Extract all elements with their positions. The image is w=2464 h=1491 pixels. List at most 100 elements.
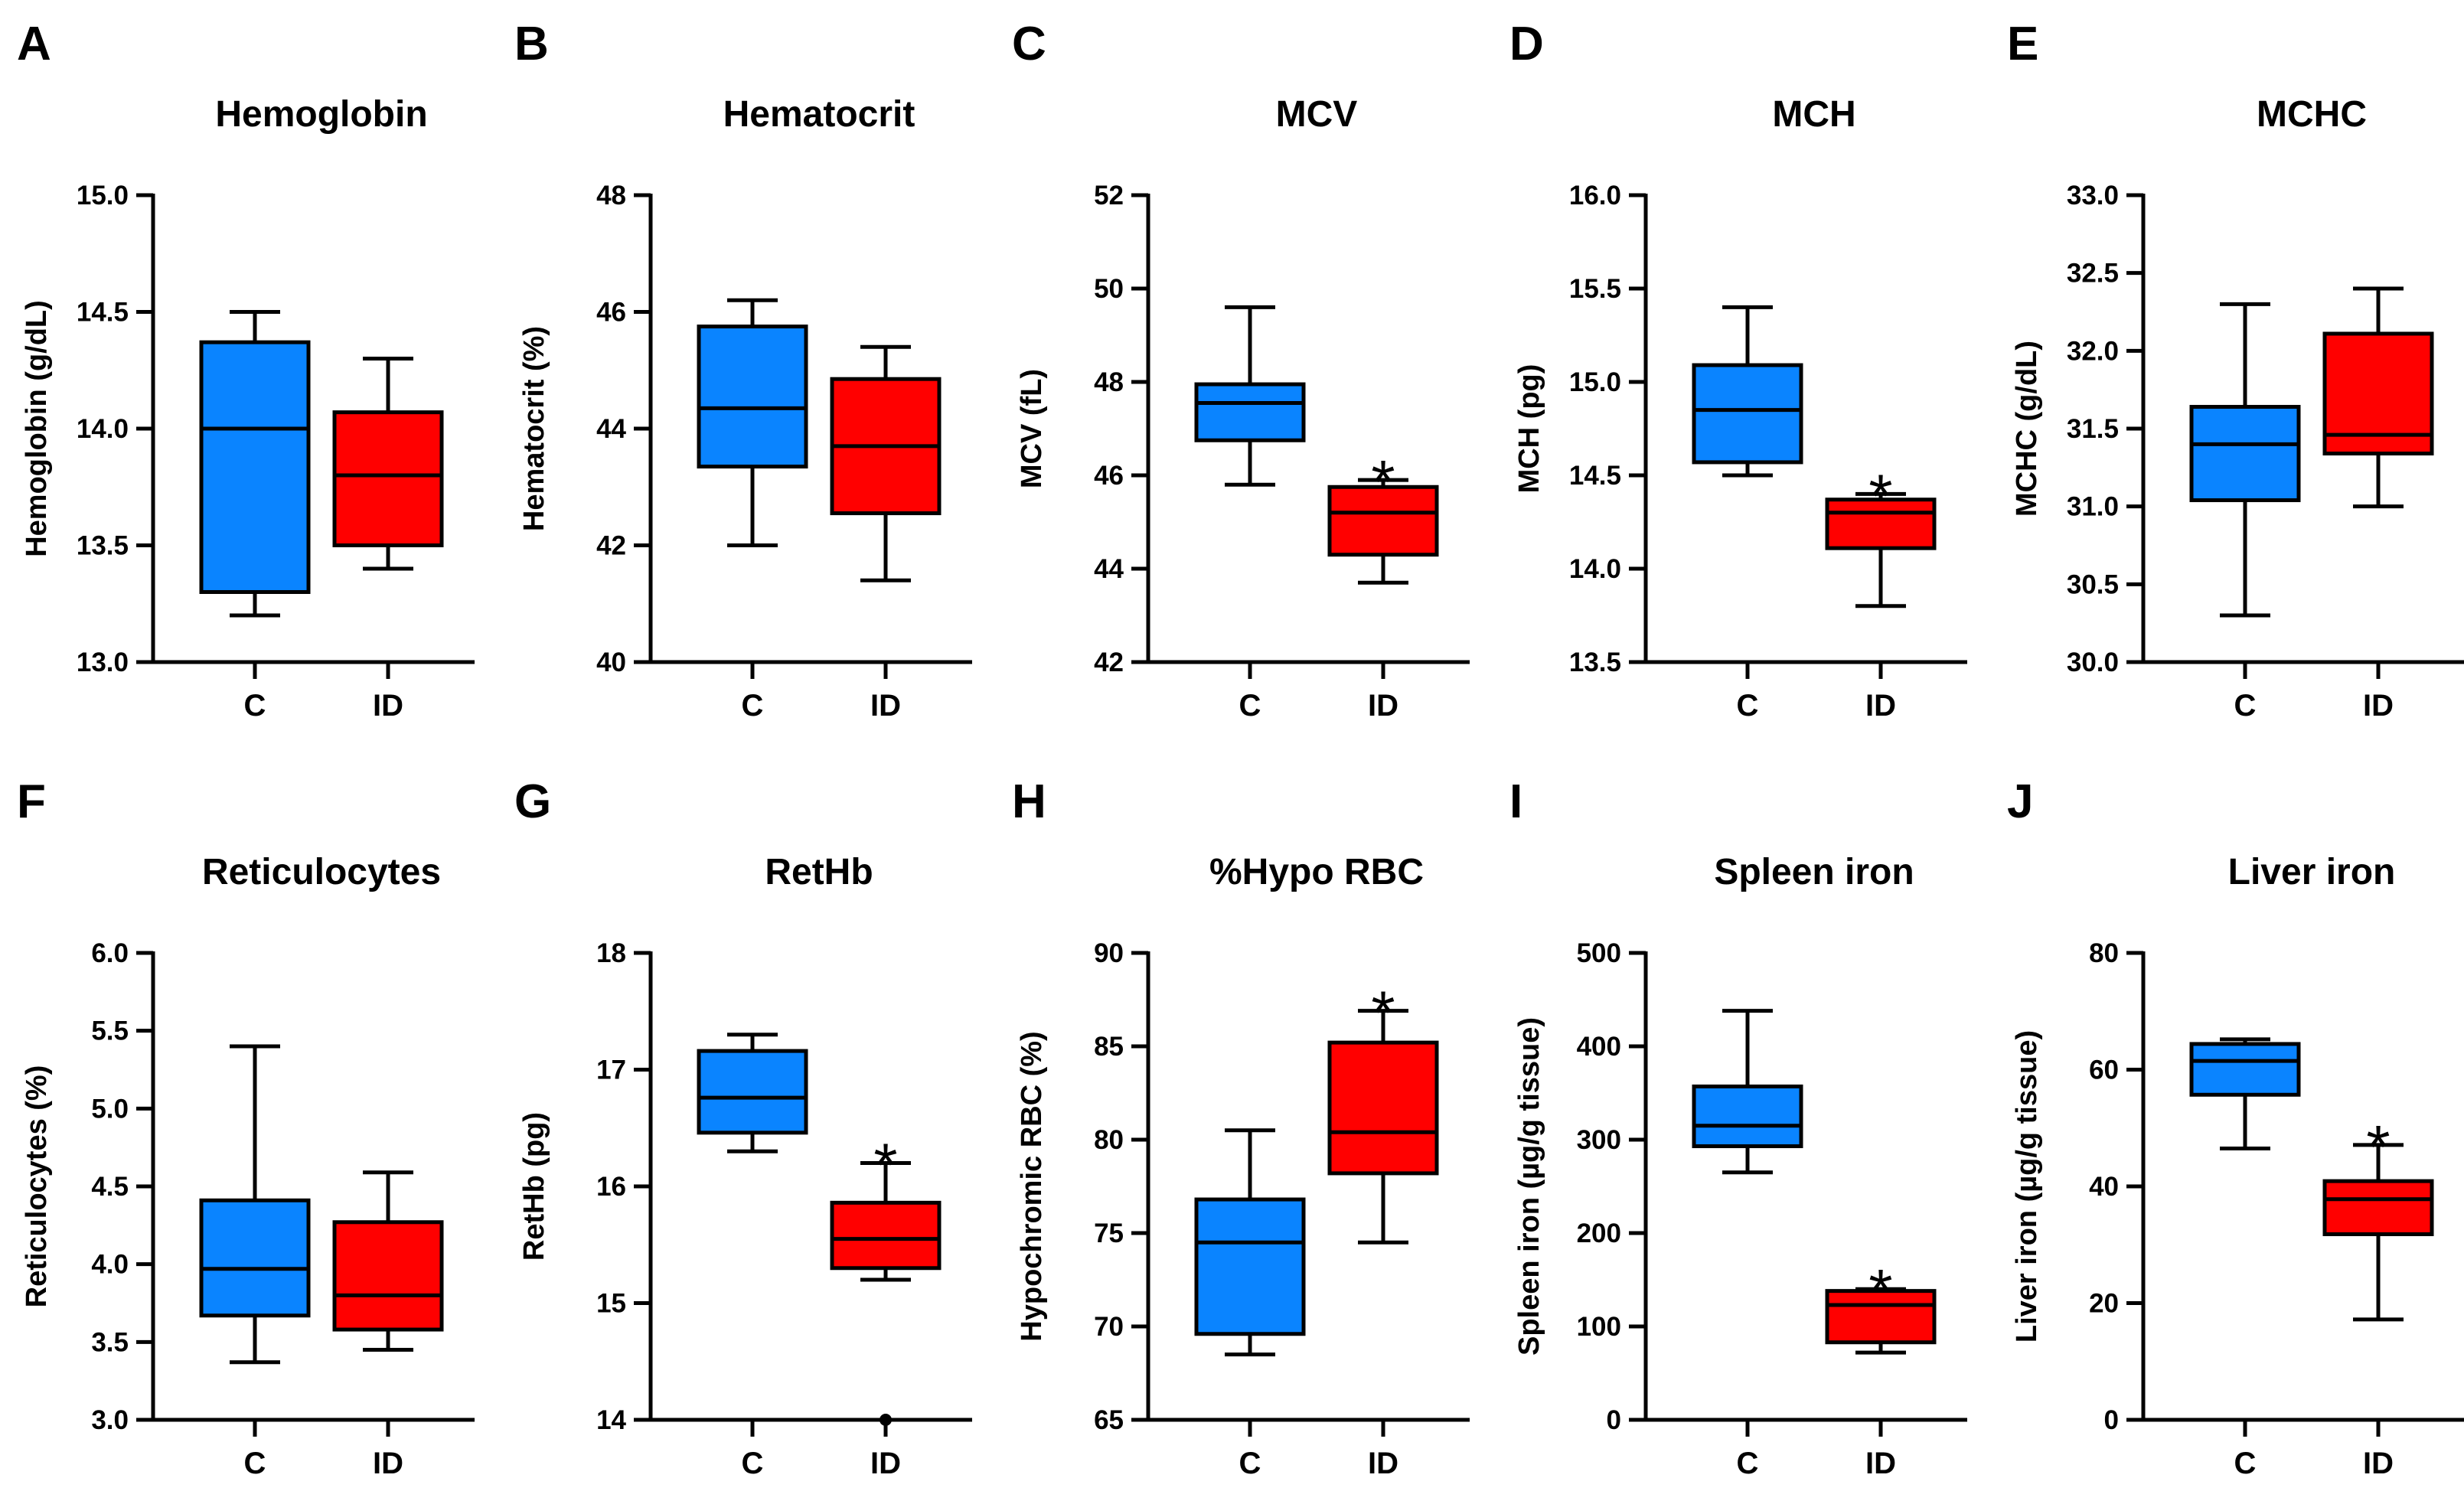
panel-letter: I [1509, 775, 1522, 828]
box-c [1692, 305, 1803, 478]
box-id [332, 1170, 444, 1352]
box-id: * [1825, 462, 1937, 608]
box-c [199, 310, 311, 618]
x-tick-label: ID [870, 689, 901, 723]
x-tick-label: C [1737, 1447, 1759, 1480]
iqr-box [697, 325, 808, 469]
y-tick-label: 3.5 [91, 1327, 129, 1357]
y-tick-label: 80 [1094, 1125, 1124, 1155]
iqr-box [2322, 1179, 2434, 1237]
iqr-box [1825, 498, 1937, 550]
panel-letter: G [514, 775, 551, 828]
iqr-box [1692, 1084, 1803, 1149]
panel-letter: C [1012, 18, 1046, 70]
panel-g: G RetHb RetHb (pg) 14 15 16 17 18 C ID * [514, 775, 972, 1480]
iqr-box [1825, 1289, 1937, 1345]
panel-c: C MCV MCV (fL) 42 44 46 48 50 52 C ID * [1012, 18, 1470, 723]
box-id [830, 344, 942, 582]
panel-letter: J [2007, 775, 2033, 828]
significance-star: * [1868, 1257, 1892, 1325]
x-tick-label: C [244, 1447, 266, 1480]
box-id: * [830, 1131, 942, 1426]
x-tick-label: C [1239, 689, 1261, 723]
x-tick-label: C [2234, 689, 2257, 723]
y-tick-label: 15.0 [77, 181, 129, 210]
box-id: * [2322, 1113, 2434, 1322]
panel-f: F Reticulocytes Reticulocytes (%) 3.0 3.5 4.0… [17, 775, 475, 1480]
y-tick-label: 75 [1094, 1219, 1124, 1248]
x-tick-label: ID [373, 1447, 403, 1480]
iqr-box [2189, 1042, 2301, 1097]
x-tick-label: C [742, 1447, 764, 1480]
iqr-box [697, 1049, 808, 1135]
x-tick-label: ID [373, 689, 403, 723]
y-axis-label: MCH (pg) [1513, 364, 1545, 494]
y-tick-label: 500 [1577, 938, 1621, 968]
y-axis-label: Hypochromic RBC (%) [1016, 1031, 1048, 1341]
significance-star: * [1371, 979, 1395, 1047]
y-tick-label: 32.0 [2067, 336, 2119, 366]
y-tick-label: 4.0 [91, 1250, 129, 1280]
panel-letter: D [1509, 18, 1544, 70]
y-tick-label: 48 [1094, 367, 1124, 397]
box-id [332, 357, 444, 571]
panel-letter: E [2007, 18, 2038, 70]
y-tick-label: 46 [596, 298, 626, 328]
y-tick-label: 13.5 [77, 531, 129, 561]
box-id [2322, 286, 2434, 509]
box-id: * [1327, 979, 1439, 1245]
iqr-box [1194, 1197, 1306, 1336]
box-c [199, 1044, 311, 1365]
y-tick-label: 48 [596, 181, 626, 210]
chart-title: Hemoglobin [215, 94, 427, 135]
y-tick-label: 14.0 [77, 414, 129, 444]
box-id: * [1327, 448, 1439, 585]
chart-title: Reticulocytes [202, 852, 441, 892]
y-axis-label: MCHC (g/dL) [2011, 341, 2043, 517]
y-tick-label: 13.0 [77, 648, 129, 677]
box-c [1194, 1128, 1306, 1357]
y-tick-label: 31.0 [2067, 492, 2119, 522]
y-tick-label: 85 [1094, 1032, 1124, 1062]
y-tick-label: 15.5 [1569, 274, 1621, 304]
box-c [697, 298, 808, 547]
y-tick-label: 42 [596, 531, 626, 561]
y-tick-label: 65 [1094, 1405, 1124, 1435]
panel-b: B Hematocrit Hematocrit (%) 40 42 44 46 48 C ID [514, 18, 972, 723]
y-tick-label: 50 [1094, 274, 1124, 304]
y-tick-label: 31.5 [2067, 414, 2119, 444]
chart-title: Hematocrit [723, 94, 915, 135]
iqr-box [1327, 484, 1439, 557]
chart-title: Spleen iron [1714, 852, 1914, 892]
box-c [2189, 1037, 2301, 1150]
y-tick-label: 17 [596, 1055, 626, 1085]
x-tick-label: C [1239, 1447, 1261, 1480]
iqr-box [1327, 1040, 1439, 1176]
y-axis-label: Spleen iron (µg/g tissue) [1513, 1017, 1545, 1356]
iqr-box [199, 340, 311, 594]
chart-title: RetHb [765, 852, 873, 892]
x-tick-label: C [2234, 1447, 2257, 1480]
box-id: * [1825, 1257, 1937, 1355]
panel-letter: A [17, 18, 51, 70]
y-tick-label: 4.5 [91, 1172, 129, 1202]
box-c [697, 1033, 808, 1153]
iqr-box [332, 1220, 444, 1332]
box-c [1692, 1009, 1803, 1175]
y-tick-label: 5.5 [91, 1016, 129, 1046]
y-tick-label: 14.5 [77, 298, 129, 328]
y-tick-label: 33.0 [2067, 181, 2119, 210]
significance-star: * [1868, 462, 1892, 530]
y-axis-label: Hemoglobin (g/dL) [21, 300, 53, 557]
y-tick-label: 16 [596, 1172, 626, 1202]
y-tick-label: 30.0 [2067, 648, 2119, 677]
panel-letter: H [1012, 775, 1046, 828]
significance-star: * [873, 1131, 897, 1199]
y-tick-label: 15.0 [1569, 367, 1621, 397]
chart-title: MCHC [2257, 94, 2367, 135]
y-tick-label: 40 [2089, 1172, 2119, 1202]
y-axis-label: Hematocrit (%) [518, 326, 550, 531]
panel-e: E MCHC MCHC (g/dL) 30.0 30.5 31.0 31.5 32.0 32.5… [2007, 18, 2464, 723]
y-tick-label: 32.5 [2067, 259, 2119, 289]
x-tick-label: ID [2363, 1447, 2394, 1480]
